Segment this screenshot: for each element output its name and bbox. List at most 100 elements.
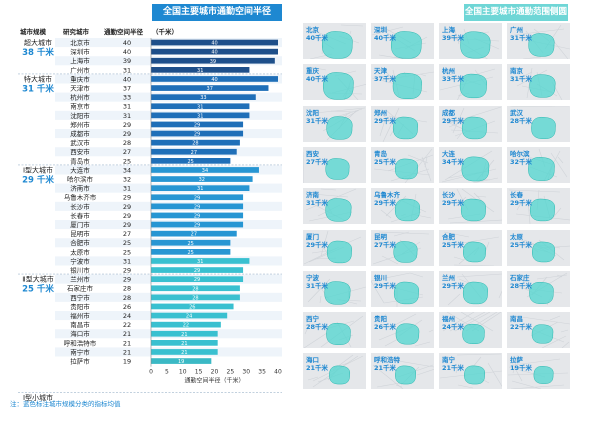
bar-data-label: 29 <box>194 123 200 129</box>
map-city-name: 深圳 <box>374 26 387 34</box>
bar <box>151 121 244 128</box>
city-map-tile: 拉萨 19千米 <box>506 352 571 391</box>
map-city-name: 兰州 <box>442 273 455 282</box>
bar-data-label: 29 <box>194 223 200 229</box>
map-city-name: 厦门 <box>306 232 319 241</box>
tier-average: 31 千米 <box>22 83 54 94</box>
tier-average: 25 千米 <box>22 284 54 295</box>
map-city-name: 南京 <box>510 67 523 76</box>
value-label: 25 <box>123 157 131 165</box>
map-city-radius: 25千米 <box>374 157 397 166</box>
category-label: 济南市 <box>70 184 90 193</box>
map-city-name: 广州 <box>510 26 523 34</box>
bar <box>151 48 278 55</box>
value-label: 28 <box>123 139 131 147</box>
bar-data-label: 37 <box>207 86 213 92</box>
city-map-tile: 海口 21千米 <box>302 352 367 391</box>
map-city-name: 武汉 <box>510 108 523 117</box>
map-graphic <box>307 355 364 388</box>
map-city-radius: 26千米 <box>374 323 397 332</box>
value-label: 37 <box>123 85 131 93</box>
category-label: 南京市 <box>70 102 90 111</box>
map-graphic <box>303 151 350 183</box>
bar-data-label: 27 <box>191 150 197 156</box>
category-label: 广州市 <box>70 65 90 74</box>
value-label: 39 <box>123 57 131 65</box>
city-map-tile: 重庆 40千米 <box>302 63 367 102</box>
bar <box>151 67 250 73</box>
map-graphic <box>444 106 502 139</box>
bar-data-label: 26 <box>189 305 195 311</box>
tier-average: 38 千米 <box>22 47 54 58</box>
bar <box>151 221 244 228</box>
map-city-name: 南宁 <box>442 356 455 365</box>
map-graphic <box>309 67 366 101</box>
category-label: 哈尔滨市 <box>67 175 94 184</box>
bar-data-label: 21 <box>181 332 187 338</box>
map-graphic <box>303 315 364 349</box>
value-label: 21 <box>123 330 131 338</box>
value-label: 31 <box>123 66 131 74</box>
city-map-tile: 昆明 27千米 <box>370 228 435 267</box>
city-map-tile: 武汉 28千米 <box>506 104 571 143</box>
city-map-tile: 西宁 28千米 <box>302 311 367 350</box>
value-label: 29 <box>123 130 131 138</box>
value-label: 29 <box>123 194 131 202</box>
bar <box>151 312 228 319</box>
category-label: 武汉市 <box>70 138 90 147</box>
header-tier: 城市规模 <box>20 27 47 36</box>
bar-data-label: 31 <box>197 186 203 192</box>
map-city-radius: 22千米 <box>510 323 533 332</box>
header-radius: 通勤空间半径 <box>104 27 144 36</box>
city-map-tile: 合肥 25千米 <box>438 228 503 267</box>
map-city-name: 长春 <box>510 191 523 200</box>
map-graphic <box>439 354 502 389</box>
map-graphic <box>378 313 434 347</box>
map-city-name: 合肥 <box>442 232 455 241</box>
city-map-tile: 乌鲁木齐 29千米 <box>370 187 435 226</box>
map-graphic <box>372 231 430 264</box>
city-map-tile: 成都 29千米 <box>438 104 503 143</box>
bar-data-label: 28 <box>192 286 198 292</box>
bar <box>151 258 250 264</box>
value-label: 25 <box>123 248 131 256</box>
bar <box>151 203 244 210</box>
x-tick-label: 25 <box>227 369 235 376</box>
value-label: 32 <box>123 176 131 184</box>
category-label: 长春市 <box>70 211 90 220</box>
map-city-name: 宁波 <box>306 273 319 282</box>
map-graphic <box>371 272 424 307</box>
city-map-tile: 宁波 31千米 <box>302 269 367 308</box>
bar-data-label: 28 <box>192 295 198 301</box>
map-graphic <box>447 273 502 307</box>
map-city-radius: 28千米 <box>510 281 533 290</box>
map-city-radius: 31千米 <box>306 199 329 208</box>
bar-data-label: 21 <box>181 350 187 356</box>
map-graphic <box>303 230 362 264</box>
map-city-radius: 34千米 <box>442 157 465 166</box>
bar <box>151 321 221 328</box>
map-city-radius: 29千米 <box>510 199 533 208</box>
x-tick-label: 40 <box>274 369 282 376</box>
commute-maps-grid: 北京 40千米 深圳 40千米 上海 39千米 广州 31千米 重庆 40千米 天津 37千米 杭州 33… <box>302 22 574 394</box>
value-label: 40 <box>123 75 131 83</box>
map-city-name: 杭州 <box>442 67 455 76</box>
map-city-name: 福州 <box>442 315 455 324</box>
tier-name: Ⅰ型小城市 <box>23 393 53 402</box>
bar-data-label: 31 <box>197 104 203 110</box>
map-city-name: 海口 <box>306 356 319 365</box>
chart-title: 全国主要城市通勤空间半径 <box>152 4 282 21</box>
city-map-tile: 兰州 29千米 <box>438 269 503 308</box>
city-map-tile: 贵阳 26千米 <box>370 311 435 350</box>
x-tick-label: 15 <box>195 369 203 376</box>
map-city-radius: 40千米 <box>306 75 329 84</box>
map-city-radius: 28千米 <box>510 116 533 125</box>
map-graphic <box>307 274 366 305</box>
map-city-radius: 39千米 <box>442 34 465 42</box>
city-map-tile: 沈阳 31千米 <box>302 104 367 143</box>
bar-data-label: 31 <box>197 259 203 265</box>
map-city-name: 青岛 <box>374 149 387 158</box>
bar <box>151 139 240 146</box>
category-label: 福州市 <box>70 311 90 320</box>
